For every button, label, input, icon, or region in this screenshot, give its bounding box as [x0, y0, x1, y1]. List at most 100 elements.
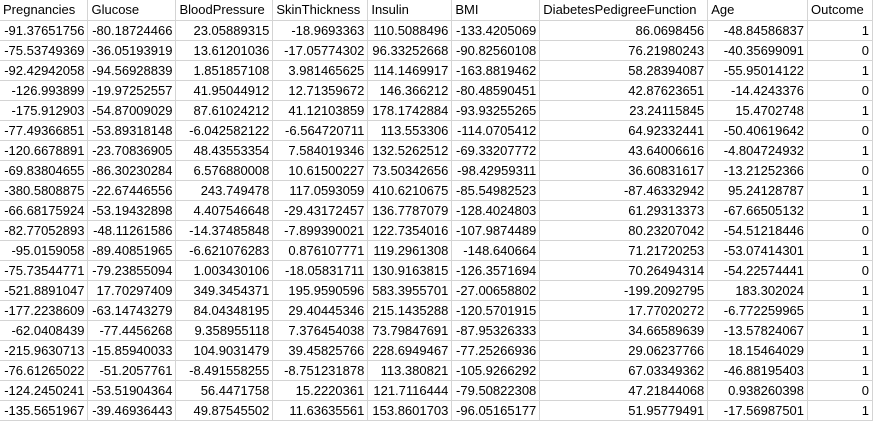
cell-insulin[interactable]: 119.2961308 [367, 240, 453, 261]
cell-bloodpressure[interactable]: 49.87545502 [175, 400, 274, 421]
cell-pregnancies[interactable]: -62.0408439 [0, 320, 89, 341]
header-cell-bmi[interactable]: BMI [451, 0, 541, 21]
cell-age[interactable]: -46.88195403 [707, 360, 809, 381]
cell-pregnancies[interactable]: -92.42942058 [0, 60, 89, 81]
cell-bloodpressure[interactable]: -8.491558255 [175, 360, 274, 381]
cell-outcome[interactable]: 1 [807, 400, 873, 421]
cell-bmi[interactable]: -148.640664 [451, 240, 541, 261]
cell-bmi[interactable]: -98.42959311 [451, 160, 541, 181]
cell-bmi[interactable]: -93.93255265 [451, 100, 541, 121]
cell-outcome[interactable]: 1 [807, 360, 873, 381]
cell-age[interactable]: -67.66505132 [707, 200, 809, 221]
cell-bloodpressure[interactable]: 41.95044912 [175, 80, 274, 101]
cell-bmi[interactable]: -85.54982523 [451, 180, 541, 201]
cell-skinthickness[interactable]: 11.63635561 [272, 400, 369, 421]
cell-diabetespedigreefunction[interactable]: 42.87623651 [539, 80, 709, 101]
cell-skinthickness[interactable]: -8.751231878 [272, 360, 369, 381]
cell-glucose[interactable]: -53.51904364 [87, 380, 177, 401]
cell-bmi[interactable]: -87.95326333 [451, 320, 541, 341]
header-cell-pregnancies[interactable]: Pregnancies [0, 0, 89, 21]
cell-bmi[interactable]: -69.33207772 [451, 140, 541, 161]
cell-bloodpressure[interactable]: 87.61024212 [175, 100, 274, 121]
cell-outcome[interactable]: 1 [807, 20, 873, 41]
cell-diabetespedigreefunction[interactable]: 17.77020272 [539, 300, 709, 321]
cell-glucose[interactable]: -79.23855094 [87, 260, 177, 281]
cell-insulin[interactable]: 73.50342656 [367, 160, 453, 181]
cell-glucose[interactable]: -15.85940033 [87, 340, 177, 361]
header-cell-age[interactable]: Age [707, 0, 809, 21]
cell-age[interactable]: -14.4243376 [707, 80, 809, 101]
cell-age[interactable]: -53.07414301 [707, 240, 809, 261]
cell-skinthickness[interactable]: 10.61500227 [272, 160, 369, 181]
cell-outcome[interactable]: 1 [807, 100, 873, 121]
cell-glucose[interactable]: -54.87009029 [87, 100, 177, 121]
cell-skinthickness[interactable]: 39.45825766 [272, 340, 369, 361]
cell-pregnancies[interactable]: -124.2450241 [0, 380, 89, 401]
cell-glucose[interactable]: -53.89318148 [87, 120, 177, 141]
cell-insulin[interactable]: 113.380821 [367, 360, 453, 381]
cell-pregnancies[interactable]: -75.73544771 [0, 260, 89, 281]
cell-age[interactable]: -55.95014122 [707, 60, 809, 81]
cell-insulin[interactable]: 114.1469917 [367, 60, 453, 81]
cell-bmi[interactable]: -128.4024803 [451, 200, 541, 221]
cell-bmi[interactable]: -163.8819462 [451, 60, 541, 81]
cell-skinthickness[interactable]: 117.0593059 [272, 180, 369, 201]
cell-bloodpressure[interactable]: 1.003430106 [175, 260, 274, 281]
header-cell-glucose[interactable]: Glucose [87, 0, 177, 21]
cell-diabetespedigreefunction[interactable]: 86.0698456 [539, 20, 709, 41]
cell-outcome[interactable]: 0 [807, 160, 873, 181]
cell-outcome[interactable]: 1 [807, 180, 873, 201]
cell-glucose[interactable]: -22.67446556 [87, 180, 177, 201]
cell-bloodpressure[interactable]: 6.576880008 [175, 160, 274, 181]
cell-bloodpressure[interactable]: 23.05889315 [175, 20, 274, 41]
cell-insulin[interactable]: 153.8601703 [367, 400, 453, 421]
header-cell-diabetespedigreefunction[interactable]: DiabetesPedigreeFunction [539, 0, 709, 21]
cell-skinthickness[interactable]: 15.2220361 [272, 380, 369, 401]
cell-skinthickness[interactable]: 3.981465625 [272, 60, 369, 81]
cell-insulin[interactable]: 583.3955701 [367, 280, 453, 301]
cell-skinthickness[interactable]: -6.564720711 [272, 120, 369, 141]
cell-diabetespedigreefunction[interactable]: 29.06237766 [539, 340, 709, 361]
cell-skinthickness[interactable]: 41.12103859 [272, 100, 369, 121]
cell-age[interactable]: -50.40619642 [707, 120, 809, 141]
header-cell-skinthickness[interactable]: SkinThickness [272, 0, 369, 21]
cell-insulin[interactable]: 122.7354016 [367, 220, 453, 241]
header-cell-insulin[interactable]: Insulin [367, 0, 453, 21]
cell-insulin[interactable]: 178.1742884 [367, 100, 453, 121]
cell-diabetespedigreefunction[interactable]: 76.21980243 [539, 40, 709, 61]
header-cell-outcome[interactable]: Outcome [807, 0, 873, 21]
cell-age[interactable]: 15.4702748 [707, 100, 809, 121]
cell-skinthickness[interactable]: -18.9693363 [272, 20, 369, 41]
cell-diabetespedigreefunction[interactable]: 64.92332441 [539, 120, 709, 141]
cell-insulin[interactable]: 146.366212 [367, 80, 453, 101]
cell-glucose[interactable]: -77.4456268 [87, 320, 177, 341]
cell-outcome[interactable]: 1 [807, 280, 873, 301]
cell-age[interactable]: 18.15464029 [707, 340, 809, 361]
cell-pregnancies[interactable]: -521.8891047 [0, 280, 89, 301]
cell-bloodpressure[interactable]: -6.042582122 [175, 120, 274, 141]
cell-bmi[interactable]: -126.3571694 [451, 260, 541, 281]
cell-insulin[interactable]: 121.7116444 [367, 380, 453, 401]
cell-age[interactable]: -40.35699091 [707, 40, 809, 61]
cell-skinthickness[interactable]: -17.05774302 [272, 40, 369, 61]
cell-glucose[interactable]: -53.19432898 [87, 200, 177, 221]
cell-age[interactable]: -17.56987501 [707, 400, 809, 421]
cell-outcome[interactable]: 0 [807, 80, 873, 101]
cell-bmi[interactable]: -133.4205069 [451, 20, 541, 41]
cell-glucose[interactable]: -51.2057761 [87, 360, 177, 381]
cell-diabetespedigreefunction[interactable]: 51.95779491 [539, 400, 709, 421]
cell-outcome[interactable]: 1 [807, 240, 873, 261]
cell-bmi[interactable]: -77.25266936 [451, 340, 541, 361]
cell-outcome[interactable]: 0 [807, 220, 873, 241]
cell-skinthickness[interactable]: -18.05831711 [272, 260, 369, 281]
cell-bloodpressure[interactable]: 4.407546648 [175, 200, 274, 221]
cell-bloodpressure[interactable]: 56.4471758 [175, 380, 274, 401]
cell-glucose[interactable]: -36.05193919 [87, 40, 177, 61]
cell-diabetespedigreefunction[interactable]: 47.21844068 [539, 380, 709, 401]
cell-bmi[interactable]: -105.9266292 [451, 360, 541, 381]
cell-glucose[interactable]: 17.70297409 [87, 280, 177, 301]
cell-pregnancies[interactable]: -77.49366851 [0, 120, 89, 141]
cell-insulin[interactable]: 73.79847691 [367, 320, 453, 341]
cell-bloodpressure[interactable]: 48.43553354 [175, 140, 274, 161]
cell-insulin[interactable]: 136.7787079 [367, 200, 453, 221]
